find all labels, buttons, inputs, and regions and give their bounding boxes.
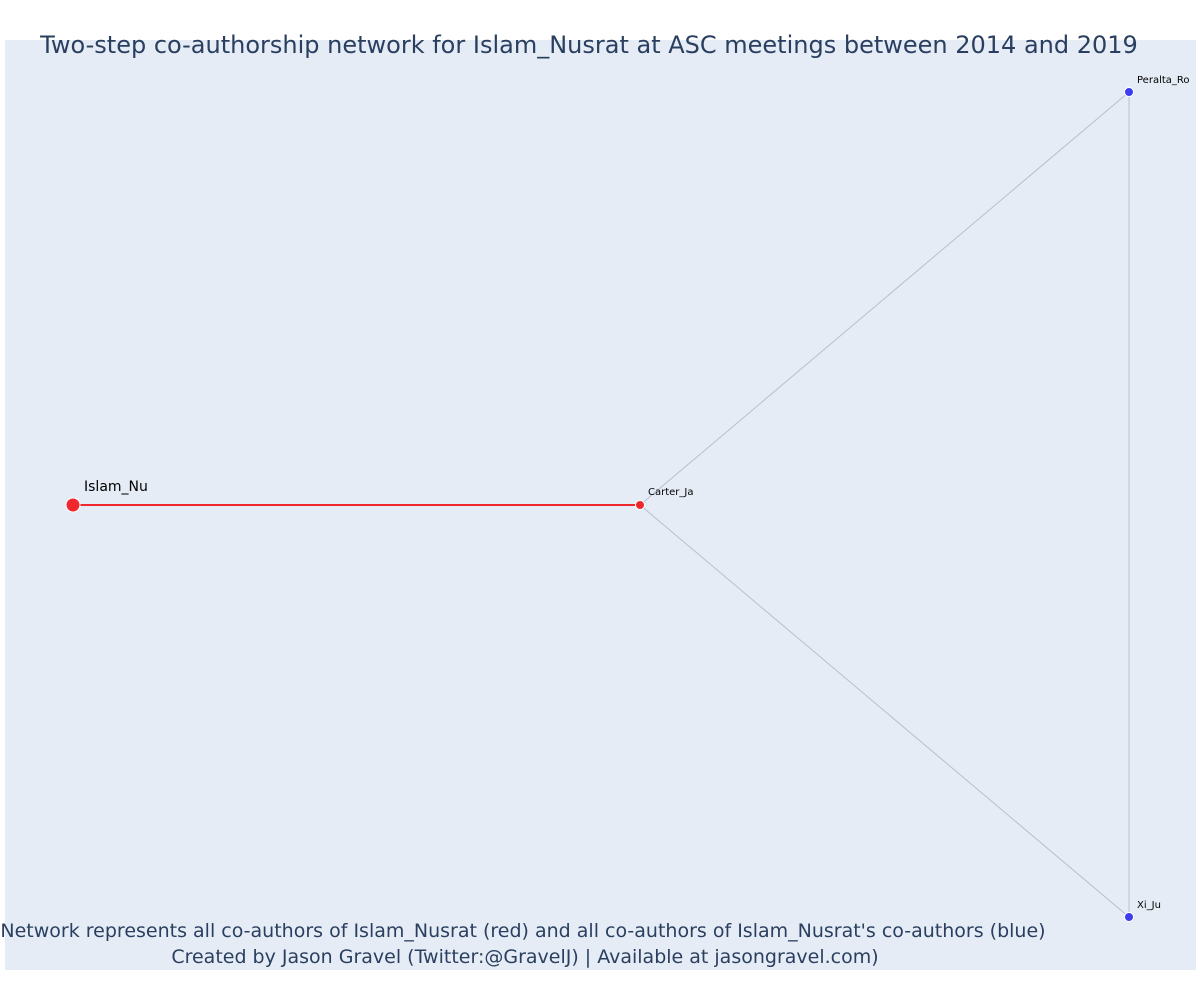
node-label-peralta: Peralta_Ro (1137, 75, 1190, 86)
node-peralta[interactable] (1124, 87, 1134, 97)
edge-carter-xi (639, 504, 1130, 918)
caption-line-1: Network represents all co-authors of Isl… (0, 920, 1045, 942)
node-label-islam: Islam_Nu (84, 479, 148, 495)
chart-title: Two-step co-authorship network for Islam… (39, 31, 1138, 59)
edge-carter-peralta (639, 91, 1130, 506)
caption-line-2: Created by Jason Gravel (Twitter:@Gravel… (171, 946, 878, 968)
node-label-carter: Carter_Ja (648, 487, 693, 498)
nodes-layer (65, 87, 1134, 922)
node-xi[interactable] (1124, 912, 1134, 922)
edges-layer (73, 91, 1130, 918)
labels-layer: Islam_Nu Carter_Ja Peralta_Ro Xi_Ju (84, 75, 1190, 911)
node-islam[interactable] (65, 497, 81, 513)
node-label-xi: Xi_Ju (1137, 900, 1161, 911)
node-carter[interactable] (635, 500, 645, 510)
